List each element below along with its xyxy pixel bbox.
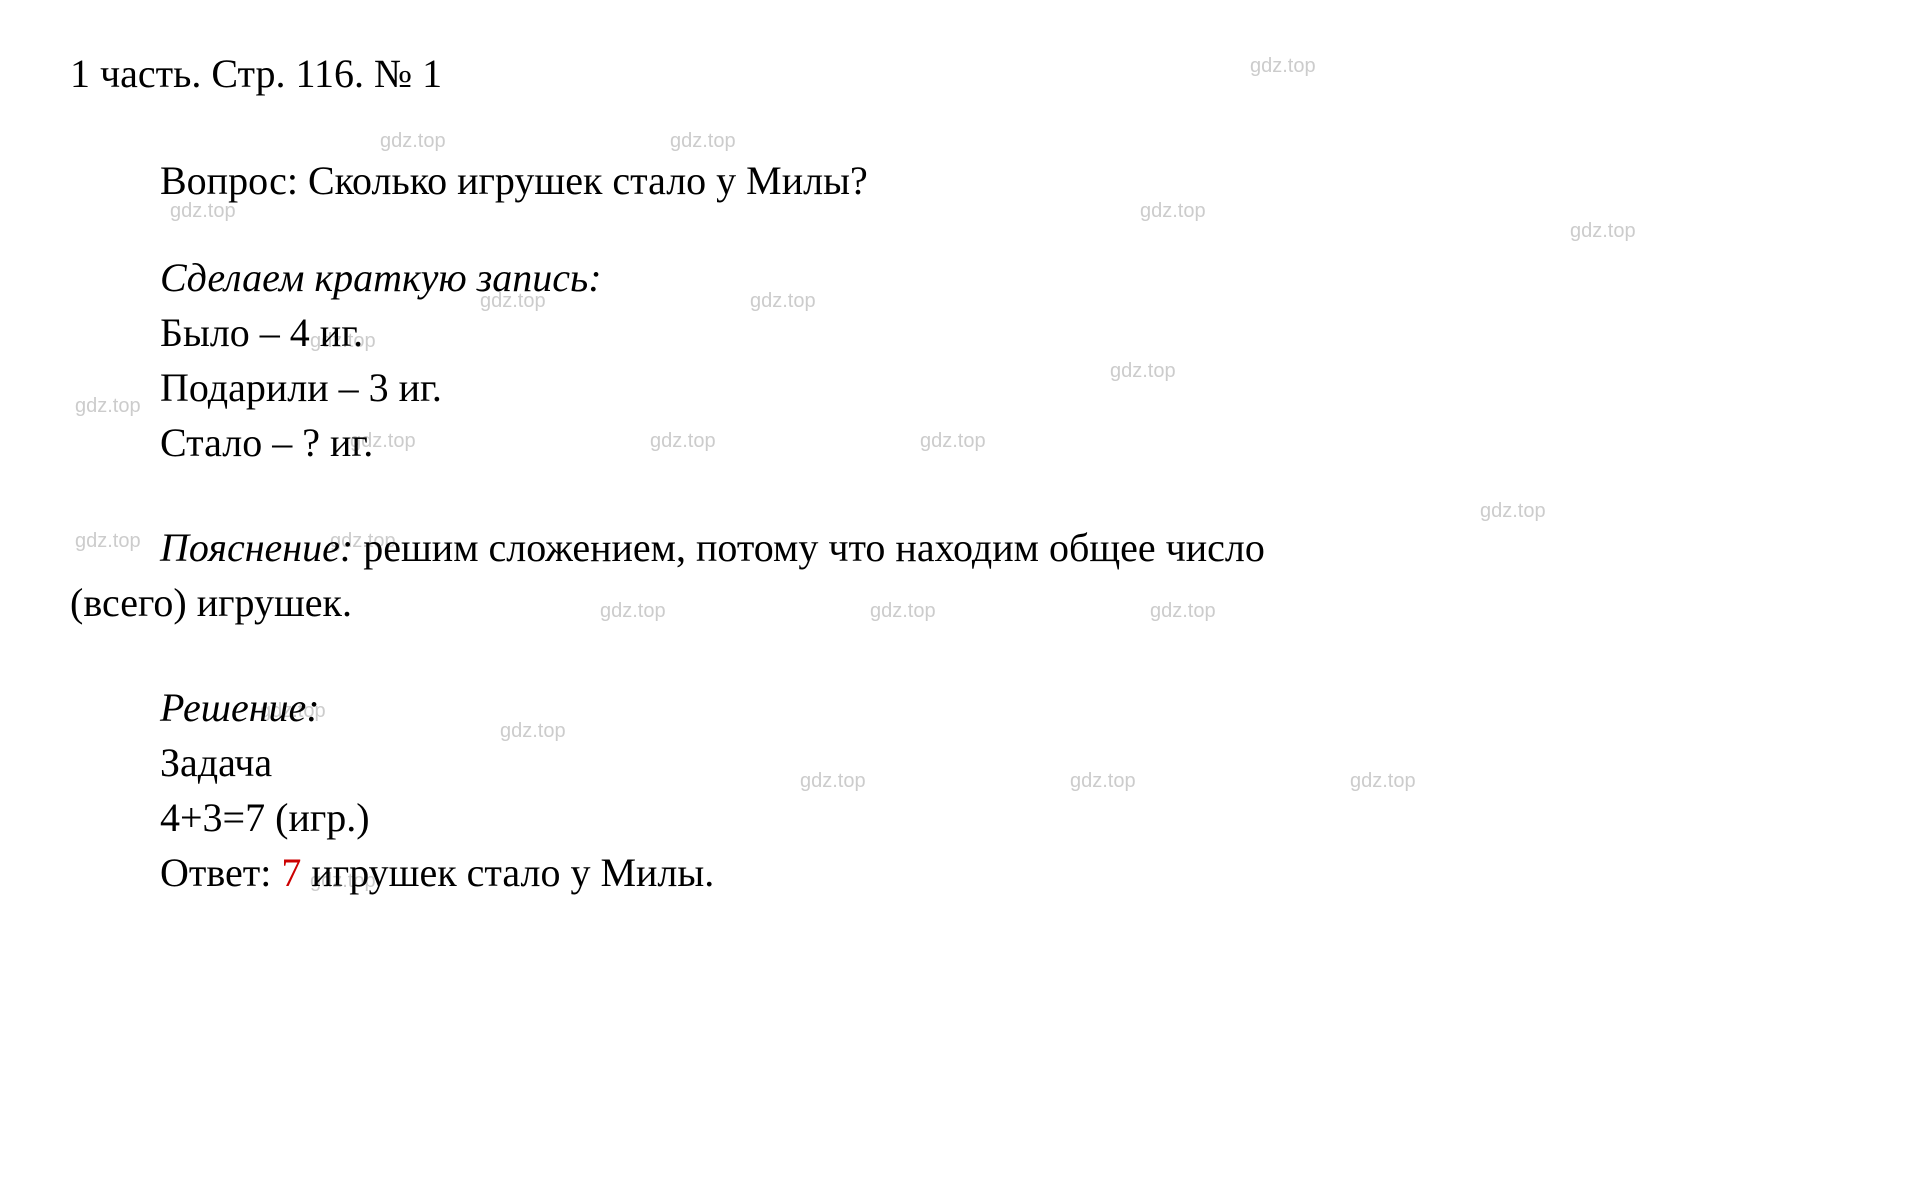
answer-line: Ответ: 7 игрушек стало у Милы.	[160, 849, 1853, 896]
heading: 1 часть. Стр. 116. № 1	[70, 50, 1853, 97]
brief-line-1: Было – 4 иг.	[160, 309, 1853, 356]
answer-suffix: игрушек стало у Милы.	[301, 850, 714, 895]
explanation-label: Пояснение:	[160, 525, 353, 570]
explanation-line-2: (всего) игрушек.	[70, 579, 1853, 626]
answer-prefix: Ответ:	[160, 850, 281, 895]
solution-label: Решение:	[160, 684, 1853, 731]
explanation-block: Пояснение: решим сложением, потому что н…	[160, 524, 1853, 571]
brief-line-2: Подарили – 3 иг.	[160, 364, 1853, 411]
question-block: Вопрос: Сколько игрушек стало у Милы? Сд…	[160, 157, 1853, 466]
brief-line-3: Стало – ? иг.	[160, 419, 1853, 466]
solution-block: Решение: Задача 4+3=7 (игр.) Ответ: 7 иг…	[160, 684, 1853, 896]
solution-line-1: Задача	[160, 739, 1853, 786]
explanation-text-1: решим сложением, потому что находим обще…	[353, 525, 1265, 570]
solution-line-2: 4+3=7 (игр.)	[160, 794, 1853, 841]
answer-number: 7	[281, 850, 301, 895]
question-text: Вопрос: Сколько игрушек стало у Милы?	[160, 157, 1853, 204]
brief-label: Сделаем краткую запись:	[160, 254, 1853, 301]
explanation-line-1: Пояснение: решим сложением, потому что н…	[160, 524, 1853, 571]
